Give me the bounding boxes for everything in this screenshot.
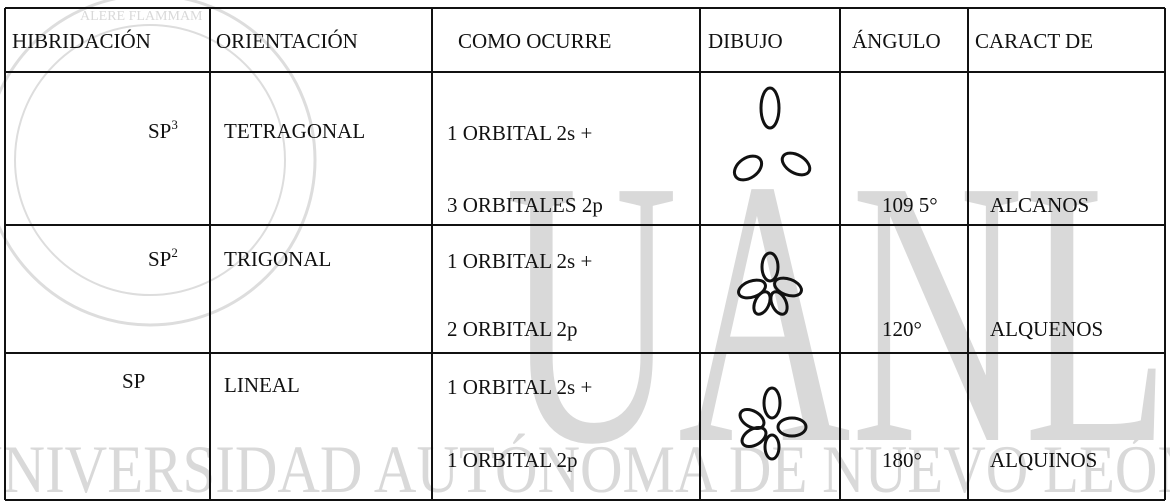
lobe xyxy=(773,276,803,298)
sp2-drawing xyxy=(737,251,803,316)
angle: 180° xyxy=(882,448,922,472)
drawings xyxy=(732,86,812,461)
header-cell: HIBRIDACIÓN xyxy=(12,29,151,53)
header-cell: ÁNGULO xyxy=(852,29,941,53)
lobe xyxy=(738,408,766,430)
angle: 120° xyxy=(882,317,922,341)
hybridization: SP2 xyxy=(148,245,178,271)
table-grid xyxy=(4,7,1166,501)
table: HIBRIDACIÓN ORIENTACIÓN COMO OCURRE DIBUJO Á… xyxy=(12,29,1103,472)
lobe xyxy=(752,290,772,316)
lobe xyxy=(776,416,808,438)
lobe xyxy=(763,433,781,461)
hybrid-base: SP xyxy=(148,247,171,271)
how-line: 2 ORBITAL 2p xyxy=(447,317,578,341)
lobe xyxy=(780,151,812,177)
hybrid-sup: 2 xyxy=(171,245,178,260)
how-line: 3 ORBITALES 2p xyxy=(447,193,603,217)
lobe xyxy=(759,86,781,130)
how-line: 1 ORBITAL 2s + xyxy=(447,375,592,399)
lobe xyxy=(769,290,789,316)
orientation: LINEAL xyxy=(224,373,300,397)
hybrid-base: SP xyxy=(148,119,171,143)
seal-inner xyxy=(14,24,286,296)
header-cell: DIBUJO xyxy=(708,29,783,53)
angle: 109 5° xyxy=(882,193,938,217)
watermark-big: UANL xyxy=(505,102,1170,504)
orientation: TETRAGONAL xyxy=(224,119,365,143)
lobe xyxy=(732,154,764,182)
lobe xyxy=(760,251,780,283)
feature: ALQUINOS xyxy=(990,448,1097,472)
lobe xyxy=(737,278,767,300)
feature: ALCANOS xyxy=(990,193,1089,217)
header-cell: ORIENTACIÓN xyxy=(216,29,358,53)
how-line: 1 ORBITAL 2s + xyxy=(447,249,592,273)
header-cell: CARACT DE xyxy=(975,29,1093,53)
header-cell: COMO OCURRE xyxy=(458,29,611,53)
how-line: 1 ORBITAL 2p xyxy=(447,448,578,472)
lobe xyxy=(762,386,782,420)
seal-text: ALERE FLAMMAM xyxy=(80,9,203,24)
watermark-line: UNIVERSIDAD AUTÓNOMA DE NUEVO LEÓN xyxy=(0,431,1170,504)
sp3-drawing xyxy=(732,86,812,182)
hybridization: SP3 xyxy=(148,117,178,143)
sp-drawing xyxy=(738,386,808,461)
hybrid-sup: 3 xyxy=(171,117,178,132)
how-line: 1 ORBITAL 2s + xyxy=(447,121,592,145)
orientation: TRIGONAL xyxy=(224,247,331,271)
feature: ALQUENOS xyxy=(990,317,1103,341)
hybrid-base: SP xyxy=(122,369,145,393)
seal xyxy=(0,0,317,327)
lobe xyxy=(740,426,768,448)
hybridization: SP xyxy=(122,369,145,393)
